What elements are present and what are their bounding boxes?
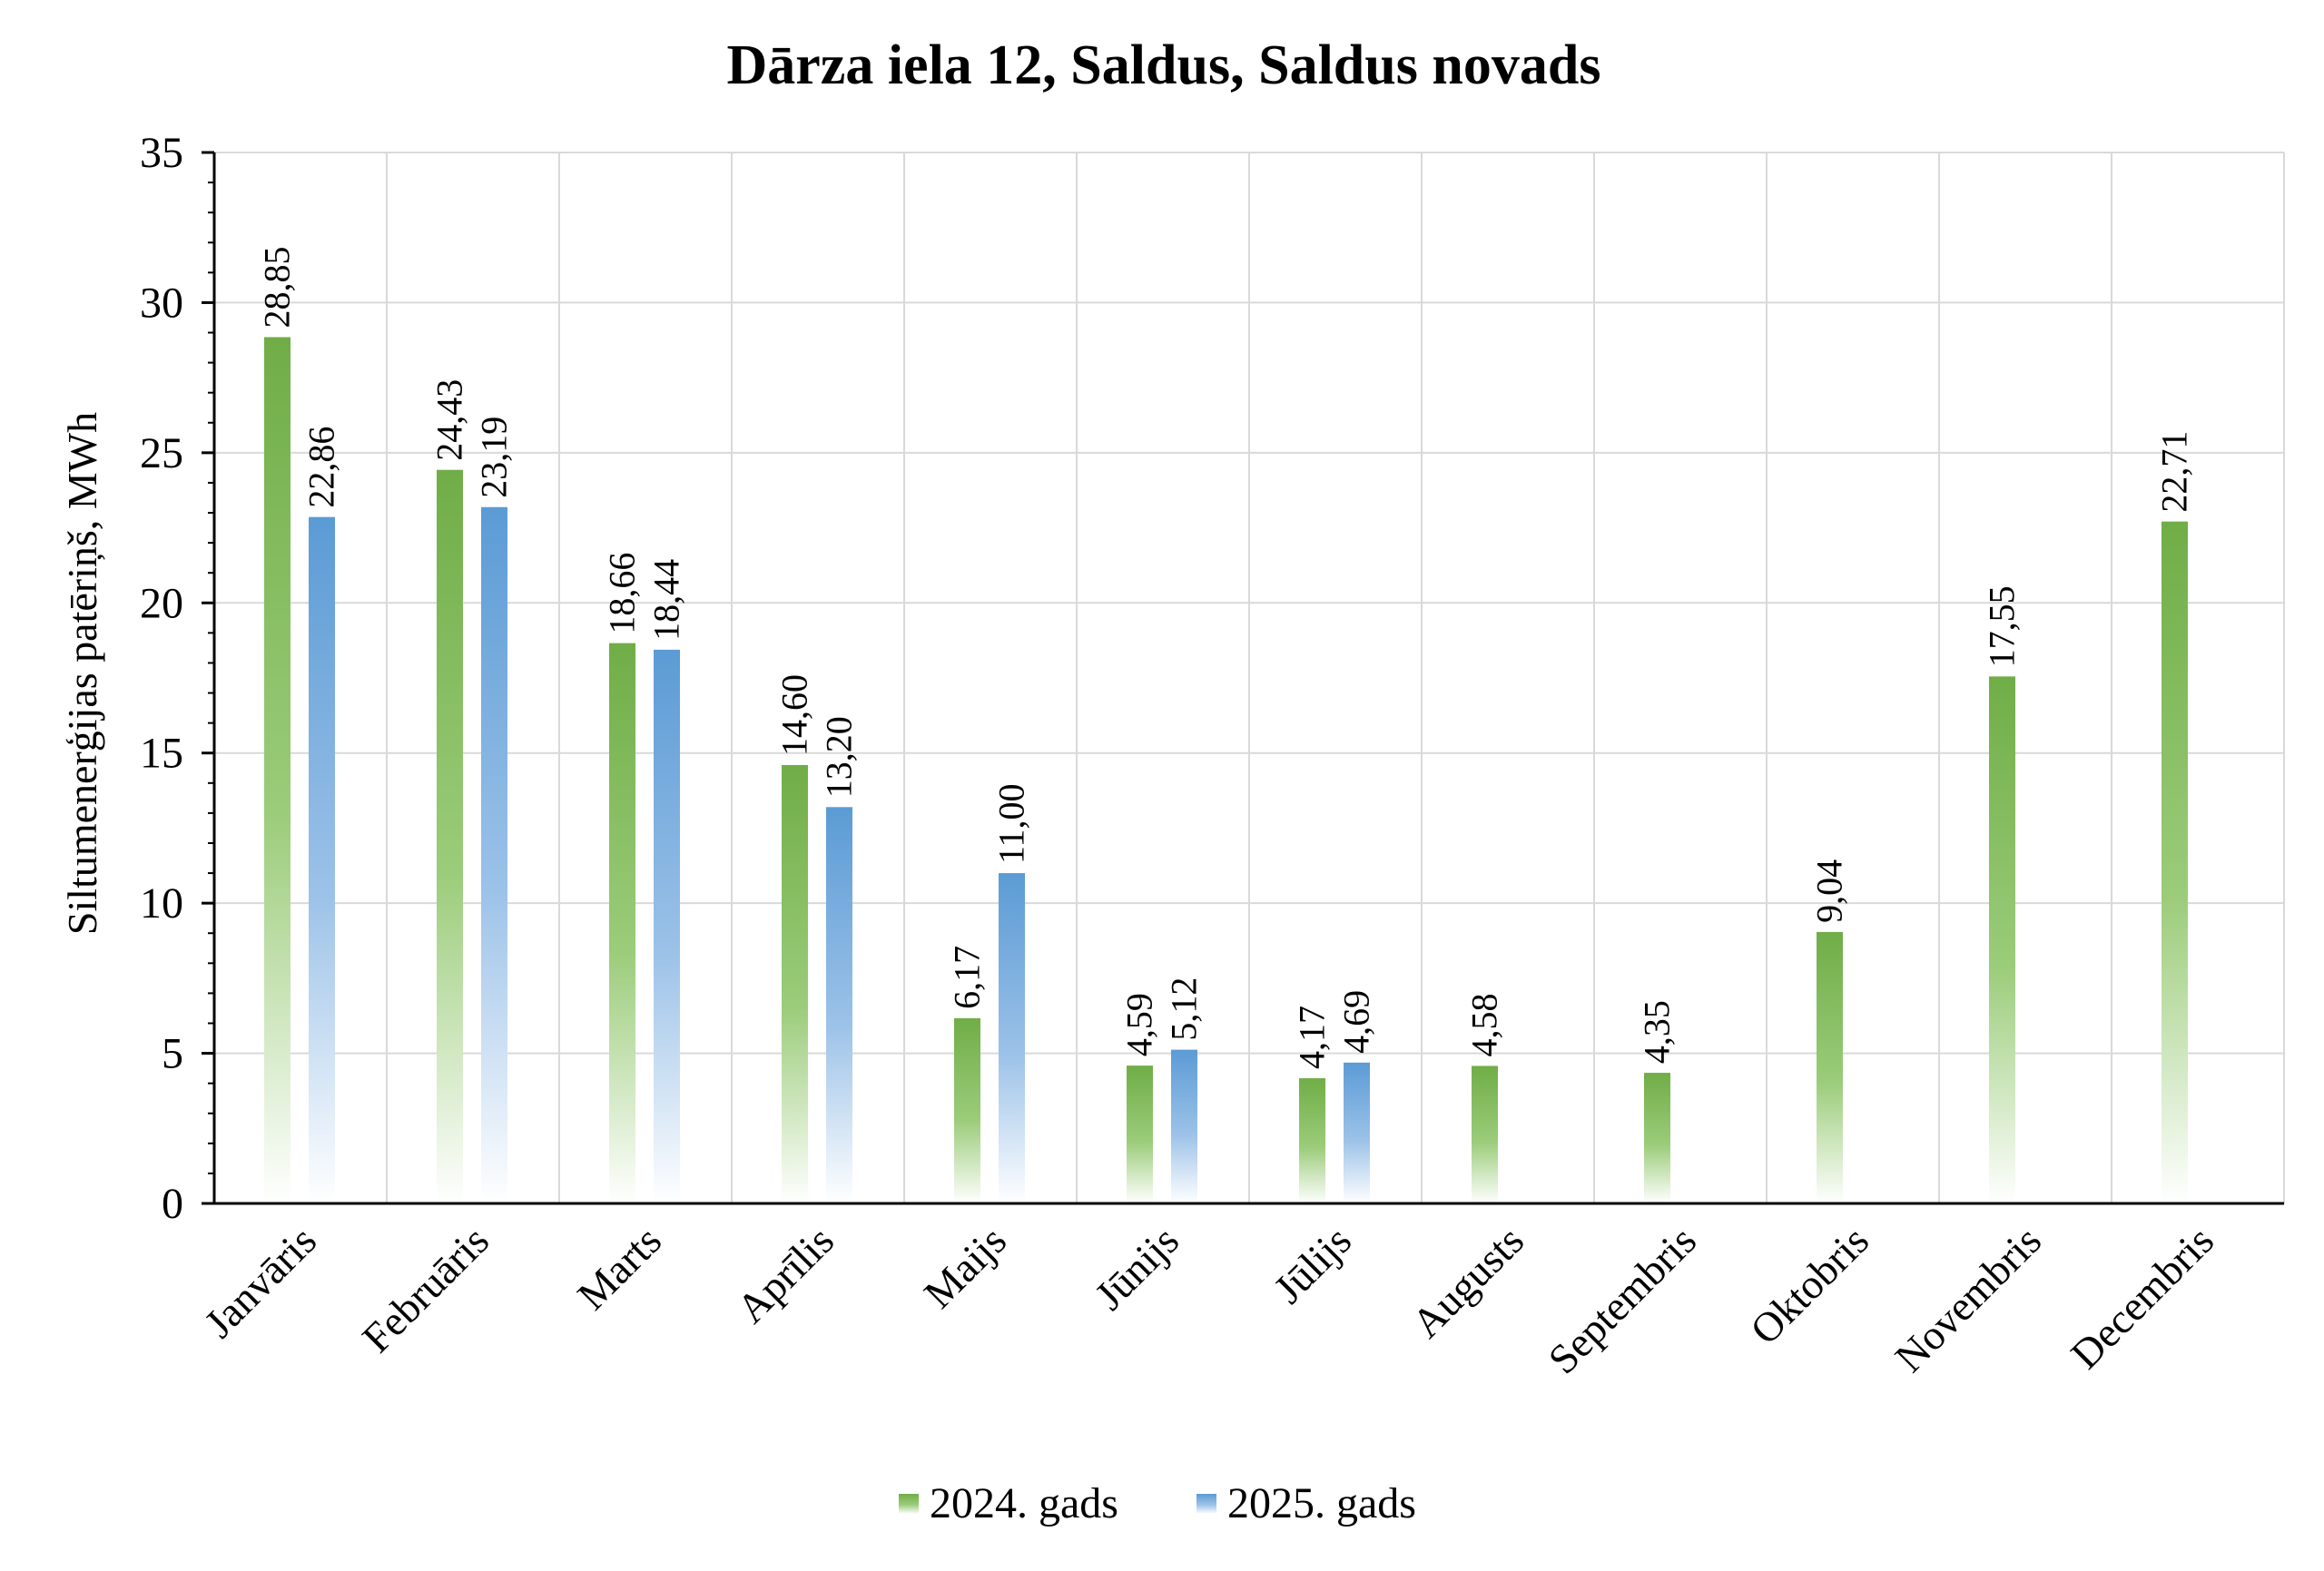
data-label: 23,19 <box>474 417 515 498</box>
data-label: 4,35 <box>1637 1000 1678 1064</box>
x-tick-label: Jūnijs <box>1086 1217 1187 1319</box>
x-tick-label: Marts <box>568 1217 670 1319</box>
data-labels: 28,85 24,43 18,66 14,60 6,17 4,59 4,17 4,58 4,35… <box>257 246 2195 1069</box>
bar-2024-3 <box>782 764 808 1203</box>
bar-2025-4 <box>999 873 1025 1203</box>
bars <box>264 337 2188 1203</box>
bar-2025-1 <box>481 506 507 1203</box>
data-label: 4,69 <box>1336 990 1377 1054</box>
bar-2024-7 <box>1472 1065 1498 1203</box>
bar-2024-10 <box>1989 676 2015 1203</box>
x-tick-label: Oktobris <box>1741 1217 1877 1353</box>
legend-label: 2025. gads <box>1227 1479 1416 1527</box>
x-tick-label: Augusts <box>1403 1217 1532 1347</box>
x-tick-label: Janvāris <box>195 1217 325 1347</box>
bar-2024-0 <box>264 337 290 1203</box>
data-label: 4,58 <box>1464 993 1505 1056</box>
bar-2024-5 <box>1127 1065 1153 1203</box>
legend-swatch <box>1196 1494 1216 1514</box>
bar-2025-5 <box>1171 1049 1197 1203</box>
data-label: 9,04 <box>1809 859 1850 923</box>
bar-2024-4 <box>954 1017 980 1203</box>
data-label: 28,85 <box>257 246 298 328</box>
gridlines <box>214 152 2285 1203</box>
bar-2024-1 <box>437 469 463 1203</box>
bar-2024-6 <box>1299 1078 1325 1203</box>
y-tick-label: 35 <box>140 129 183 177</box>
legend: 2024. gads 2025. gads <box>899 1479 1416 1527</box>
bar-2024-8 <box>1644 1073 1670 1203</box>
data-label: 5,12 <box>1164 977 1205 1041</box>
bar-2025-0 <box>309 516 335 1203</box>
y-tick-label: 10 <box>140 879 183 928</box>
legend-label: 2024. gads <box>930 1479 1118 1527</box>
data-label: 22,71 <box>2154 431 2195 513</box>
bar-2024-2 <box>609 643 635 1203</box>
data-label: 14,60 <box>774 674 815 756</box>
x-tick-label: Septembris <box>1540 1217 1705 1382</box>
x-tick-label: Aprīlis <box>728 1217 842 1331</box>
bar-2025-6 <box>1344 1062 1370 1203</box>
chart-title: Dārza iela 12, Saldus, Saldus novads <box>727 34 1601 96</box>
y-tick-label: 25 <box>140 429 183 477</box>
x-tick-label: Novembris <box>1886 1217 2050 1381</box>
x-tick-label: Jūlijs <box>1265 1217 1360 1312</box>
bar-2025-2 <box>654 649 680 1203</box>
y-tick-label: 30 <box>140 279 183 327</box>
data-label: 22,86 <box>301 427 342 508</box>
y-tick-label: 15 <box>140 730 183 778</box>
x-tick-label: Decembris <box>2062 1217 2222 1378</box>
data-label: 18,44 <box>646 559 687 641</box>
y-axis-label: Siltumenerģijas patēriņš, MWh <box>59 412 105 935</box>
bar-2024-9 <box>1817 931 1843 1203</box>
data-label: 13,20 <box>819 716 860 798</box>
y-tick-label: 20 <box>140 579 183 627</box>
bar-2025-3 <box>826 807 852 1203</box>
data-label: 6,17 <box>947 946 988 1009</box>
bar-2024-11 <box>2162 521 2188 1203</box>
data-label: 4,17 <box>1292 1006 1333 1069</box>
data-label: 11,00 <box>991 784 1032 865</box>
y-tick-label: 0 <box>162 1180 183 1228</box>
data-label: 17,55 <box>1982 585 2023 667</box>
data-label: 4,59 <box>1119 993 1160 1056</box>
x-tick-label: Maijs <box>915 1217 1015 1317</box>
y-tick-label: 5 <box>162 1030 183 1078</box>
data-label: 18,66 <box>602 553 643 634</box>
x-tick-label: Februāris <box>353 1217 497 1361</box>
legend-swatch <box>899 1494 919 1514</box>
data-label: 24,43 <box>429 379 470 461</box>
